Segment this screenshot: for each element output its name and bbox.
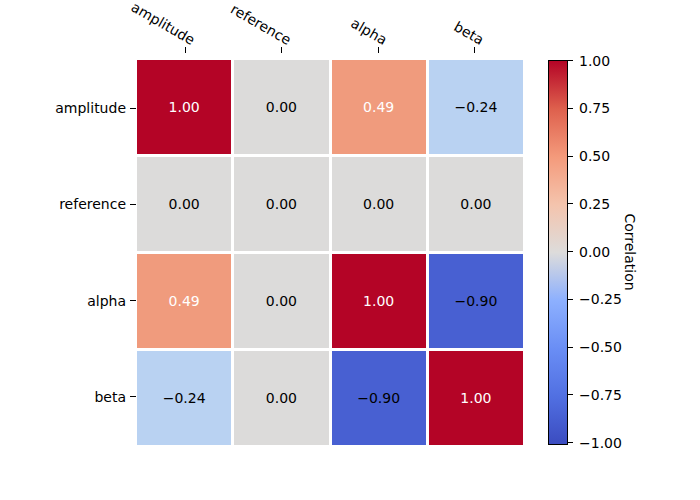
x-axis-tick	[474, 47, 475, 53]
colorbar-tick-label: −1.00	[579, 435, 622, 451]
y-axis-label-alpha: alpha	[87, 293, 126, 309]
heatmap-cell-amplitude-alpha: 0.49	[332, 60, 426, 154]
heatmap-cell-amplitude-amplitude: 1.00	[137, 60, 231, 154]
heatmap-cell-amplitude-reference: 0.00	[234, 60, 328, 154]
correlation-heatmap-figure: 1.000.000.49−0.240.000.000.000.000.490.0…	[0, 0, 700, 500]
colorbar-tick	[567, 442, 573, 443]
y-axis-label-amplitude: amplitude	[55, 100, 126, 116]
colorbar-tick-label: −0.50	[579, 339, 622, 355]
heatmap-cell-reference-alpha: 0.00	[332, 157, 426, 251]
x-axis-label-alpha: alpha	[349, 15, 391, 48]
colorbar-tick-label: 0.75	[579, 100, 610, 116]
colorbar-tick-label: 0.25	[579, 196, 610, 212]
colorbar-tick-label: 0.00	[579, 244, 610, 260]
x-axis-label-amplitude: amplitude	[128, 0, 197, 48]
heatmap-cell-reference-amplitude: 0.00	[137, 157, 231, 251]
x-axis-label-beta: beta	[451, 18, 486, 48]
heatmap-cell-reference-reference: 0.00	[234, 157, 328, 251]
heatmap-grid: 1.000.000.49−0.240.000.000.000.000.490.0…	[137, 60, 523, 445]
colorbar-tick	[567, 347, 573, 348]
x-axis-tick	[378, 47, 379, 53]
colorbar-tick-label: 0.50	[579, 148, 610, 164]
y-axis-label-beta: beta	[94, 389, 126, 405]
heatmap-cell-beta-reference: 0.00	[234, 351, 328, 445]
colorbar-gradient	[548, 60, 568, 445]
colorbar-tick	[567, 251, 573, 252]
heatmap-cell-alpha-beta: −0.90	[429, 254, 523, 348]
x-axis-tick	[281, 47, 282, 53]
colorbar-tick	[567, 299, 573, 300]
heatmap-cell-alpha-reference: 0.00	[234, 254, 328, 348]
heatmap-cell-amplitude-beta: −0.24	[429, 60, 523, 154]
heatmap-cell-reference-beta: 0.00	[429, 157, 523, 251]
colorbar-tick	[567, 108, 573, 109]
heatmap-cell-alpha-alpha: 1.00	[332, 254, 426, 348]
heatmap-cell-alpha-amplitude: 0.49	[137, 254, 231, 348]
y-axis-tick	[130, 396, 136, 397]
colorbar-tick	[567, 156, 573, 157]
y-axis-label-reference: reference	[59, 196, 126, 212]
y-axis-tick	[130, 204, 136, 205]
y-axis-tick	[130, 300, 136, 301]
heatmap-cell-beta-amplitude: −0.24	[137, 351, 231, 445]
colorbar-tick	[567, 60, 573, 61]
colorbar-tick	[567, 394, 573, 395]
colorbar-tick	[567, 203, 573, 204]
y-axis-tick	[130, 108, 136, 109]
x-axis-label-reference: reference	[228, 1, 294, 48]
heatmap-cell-beta-alpha: −0.90	[332, 351, 426, 445]
colorbar-tick-label: 1.00	[579, 53, 610, 69]
colorbar-tick-label: −0.75	[579, 387, 622, 403]
colorbar-tick-label: −0.25	[579, 291, 622, 307]
heatmap-cell-beta-beta: 1.00	[429, 351, 523, 445]
colorbar-axis-label: Correlation	[622, 213, 638, 290]
x-axis-tick	[185, 47, 186, 53]
